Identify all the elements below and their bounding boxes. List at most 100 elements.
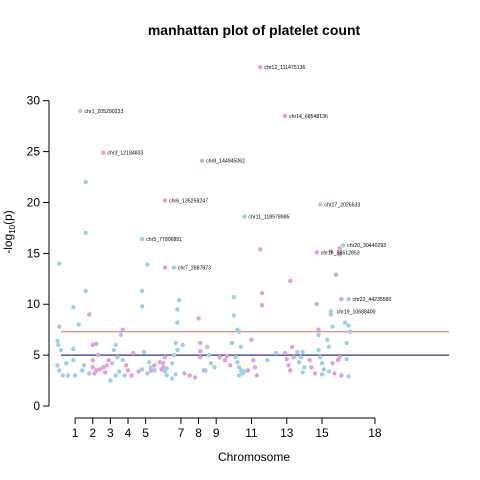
data-point xyxy=(152,363,157,368)
data-point xyxy=(87,312,92,317)
data-points xyxy=(55,64,353,383)
x-tick-label: 18 xyxy=(368,426,382,440)
data-point xyxy=(326,344,332,350)
data-point xyxy=(198,348,203,354)
data-point xyxy=(291,354,296,360)
data-point xyxy=(83,179,88,185)
data-point xyxy=(122,373,127,378)
data-point xyxy=(252,365,258,370)
x-tick-label: 7 xyxy=(178,426,185,440)
data-point xyxy=(265,358,270,363)
data-point xyxy=(72,373,78,378)
data-point xyxy=(139,304,145,309)
data-point xyxy=(203,368,208,373)
data-point xyxy=(300,370,305,375)
data-point xyxy=(102,370,108,375)
data-point xyxy=(136,369,141,374)
point-label: chr6_135259247 xyxy=(169,198,208,204)
data-point xyxy=(101,365,106,370)
data-point xyxy=(333,272,339,277)
data-point xyxy=(198,354,203,360)
point-labels: chr1_205290233 chr3_12184833 chr5_77806851… xyxy=(84,65,391,315)
data-point xyxy=(245,368,251,373)
data-point xyxy=(228,363,233,368)
data-point xyxy=(141,349,147,355)
data-point xyxy=(111,347,117,353)
data-point xyxy=(175,320,180,325)
point-label: chr11_118978985 xyxy=(248,215,289,221)
data-point xyxy=(182,371,187,376)
data-point xyxy=(152,368,157,373)
x-tick-label: 8 xyxy=(195,426,202,440)
data-point xyxy=(92,371,97,376)
x-tick-label: 2 xyxy=(89,426,96,440)
data-point xyxy=(175,307,180,312)
data-point xyxy=(314,302,319,307)
y-tick-label: 20 xyxy=(27,195,41,209)
data-point xyxy=(58,347,64,353)
data-point xyxy=(173,372,178,377)
data-point xyxy=(332,371,337,376)
data-point xyxy=(187,373,192,378)
data-point xyxy=(235,360,240,365)
data-point xyxy=(233,354,238,360)
data-point xyxy=(346,374,351,379)
data-point xyxy=(169,376,175,381)
data-point xyxy=(97,367,103,372)
data-point xyxy=(76,322,81,327)
point-label: chr5_77806851 xyxy=(146,237,182,243)
data-point xyxy=(71,346,76,352)
data-point xyxy=(171,265,177,270)
data-point xyxy=(288,368,293,373)
data-point xyxy=(180,342,185,348)
y-axis-label: -log10(p) xyxy=(1,210,17,254)
data-point xyxy=(312,371,318,376)
data-point xyxy=(118,332,124,337)
data-point xyxy=(205,344,210,350)
point-label: chr3_12184833 xyxy=(107,151,143,157)
data-point xyxy=(330,361,335,366)
data-point xyxy=(162,265,168,270)
data-point xyxy=(238,344,244,350)
data-point xyxy=(196,316,201,321)
data-point xyxy=(171,352,177,358)
data-point xyxy=(326,369,332,374)
data-point xyxy=(330,324,335,329)
x-tick-label: 4 xyxy=(125,426,132,440)
data-point xyxy=(83,230,88,236)
data-point xyxy=(115,354,120,360)
data-point xyxy=(83,288,88,294)
data-point xyxy=(217,354,222,360)
data-point xyxy=(258,247,263,252)
data-point xyxy=(208,361,214,366)
data-point xyxy=(254,373,259,378)
data-point xyxy=(139,367,145,372)
data-point xyxy=(206,352,212,358)
data-point xyxy=(81,363,87,368)
data-point xyxy=(161,365,166,370)
data-point xyxy=(56,342,61,348)
data-point xyxy=(90,365,95,370)
data-point xyxy=(124,363,129,368)
y-tick-label: 0 xyxy=(33,399,40,413)
data-point xyxy=(65,373,71,378)
data-point xyxy=(302,365,307,370)
data-point xyxy=(157,360,162,365)
data-point xyxy=(161,361,166,366)
data-point xyxy=(173,340,178,346)
data-point xyxy=(117,369,122,374)
data-point xyxy=(64,361,69,366)
x-axis: 1 2 3 4 5 7 8 9 11 13 15 18 xyxy=(72,417,382,440)
threshold-lines xyxy=(61,331,449,356)
data-point xyxy=(249,337,254,343)
data-point xyxy=(90,358,95,363)
data-point xyxy=(307,358,312,363)
data-point xyxy=(328,312,334,317)
data-point xyxy=(316,332,321,337)
data-point xyxy=(224,353,229,359)
data-point xyxy=(169,361,175,366)
data-point xyxy=(106,358,111,363)
x-axis-label: Chromosome xyxy=(218,450,290,464)
point-label: chr12_111475136 xyxy=(264,65,305,71)
data-point xyxy=(284,356,289,362)
